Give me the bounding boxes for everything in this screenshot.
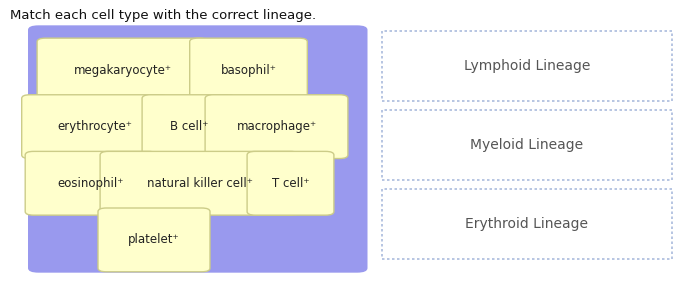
FancyBboxPatch shape xyxy=(37,38,208,102)
Text: Match each cell type with the correct lineage.: Match each cell type with the correct li… xyxy=(10,9,316,22)
Text: platelet⁺: platelet⁺ xyxy=(128,233,180,246)
Text: macrophage⁺: macrophage⁺ xyxy=(237,120,316,133)
Text: natural killer cell⁺: natural killer cell⁺ xyxy=(146,177,253,190)
Text: megakaryocyte⁺: megakaryocyte⁺ xyxy=(74,63,172,77)
FancyBboxPatch shape xyxy=(22,95,167,159)
Text: Myeloid Lineage: Myeloid Lineage xyxy=(470,138,583,152)
FancyBboxPatch shape xyxy=(190,38,307,102)
FancyBboxPatch shape xyxy=(142,95,236,159)
Text: Erythroid Lineage: Erythroid Lineage xyxy=(466,217,588,231)
FancyBboxPatch shape xyxy=(247,151,334,215)
FancyBboxPatch shape xyxy=(28,25,368,273)
FancyBboxPatch shape xyxy=(382,189,672,259)
Text: B cell⁺: B cell⁺ xyxy=(170,120,208,133)
Text: basophil⁺: basophil⁺ xyxy=(220,63,276,77)
FancyBboxPatch shape xyxy=(100,151,299,215)
FancyBboxPatch shape xyxy=(382,31,672,101)
FancyBboxPatch shape xyxy=(25,151,157,215)
Text: erythrocyte⁺: erythrocyte⁺ xyxy=(57,120,132,133)
Text: eosinophil⁺: eosinophil⁺ xyxy=(58,177,124,190)
FancyBboxPatch shape xyxy=(205,95,348,159)
FancyBboxPatch shape xyxy=(98,208,210,272)
Text: Lymphoid Lineage: Lymphoid Lineage xyxy=(463,59,590,73)
Text: T cell⁺: T cell⁺ xyxy=(272,177,309,190)
FancyBboxPatch shape xyxy=(382,110,672,180)
